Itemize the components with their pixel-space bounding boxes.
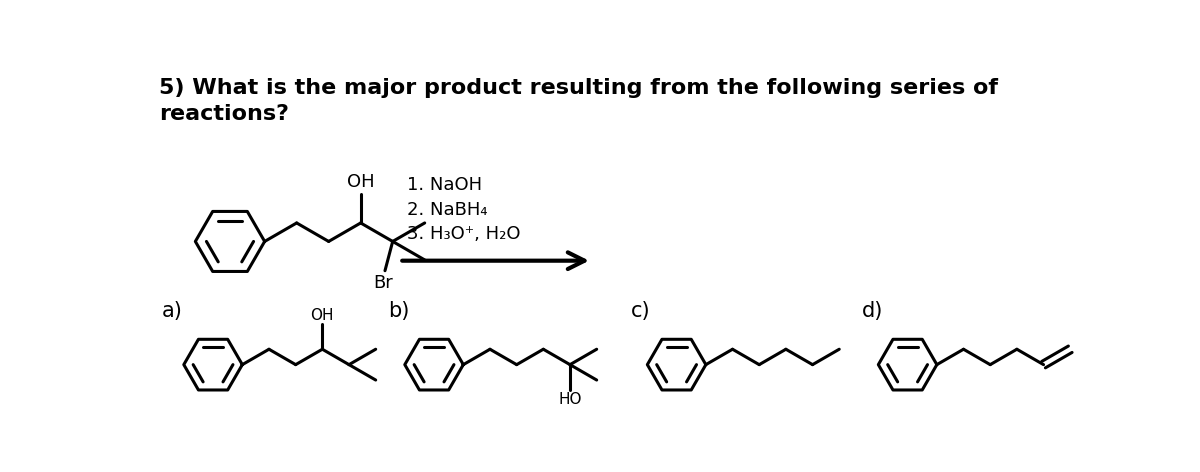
Text: HO: HO bbox=[558, 392, 582, 406]
Text: OH: OH bbox=[347, 173, 374, 191]
Text: OH: OH bbox=[311, 308, 334, 323]
Text: c): c) bbox=[630, 302, 650, 321]
Text: b): b) bbox=[388, 302, 409, 321]
Text: a): a) bbox=[162, 302, 184, 321]
Text: Br: Br bbox=[373, 274, 394, 292]
Text: 1. NaOH: 1. NaOH bbox=[407, 176, 482, 194]
Text: d): d) bbox=[862, 302, 883, 321]
Text: 5) What is the major product resulting from the following series of: 5) What is the major product resulting f… bbox=[160, 78, 998, 98]
Text: 3. H₃O⁺, H₂O: 3. H₃O⁺, H₂O bbox=[407, 225, 521, 243]
Text: 2. NaBH₄: 2. NaBH₄ bbox=[407, 201, 487, 219]
Text: reactions?: reactions? bbox=[160, 104, 289, 125]
